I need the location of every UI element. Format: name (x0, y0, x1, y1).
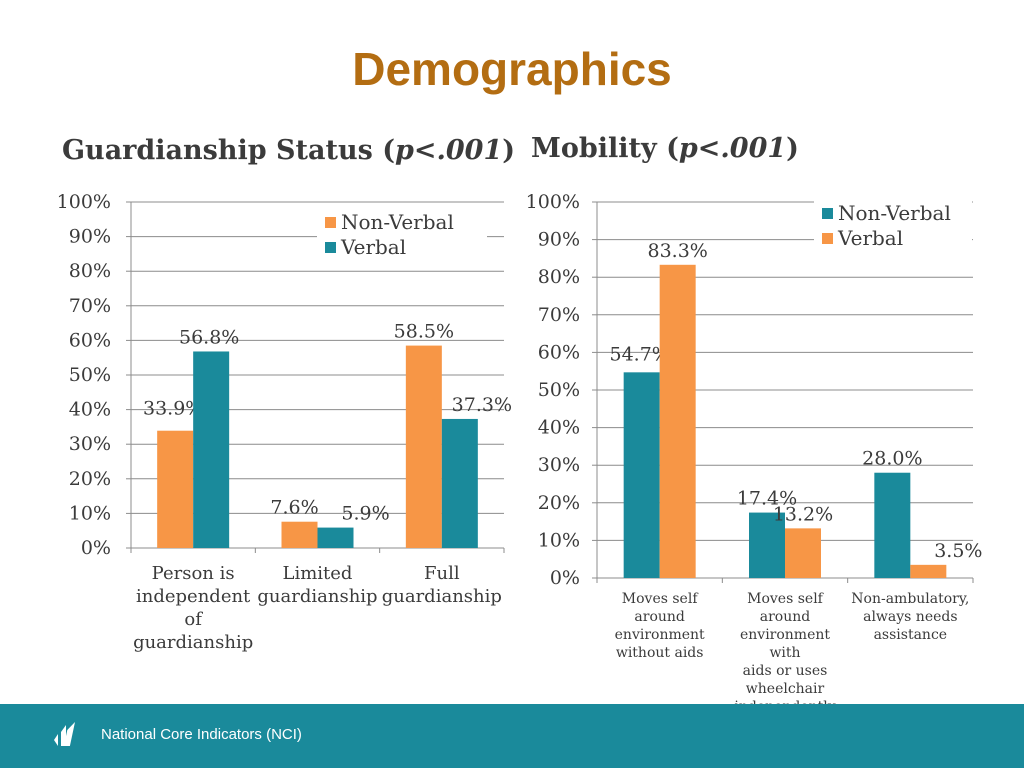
mobility-title-pvalue: p<.001 (678, 133, 787, 164)
legend-label: Verbal (837, 226, 903, 250)
y-tick-label: 90% (538, 229, 580, 251)
bar (910, 564, 947, 578)
bar (785, 528, 821, 578)
mobility-title-close: ) (786, 133, 799, 164)
x-category-label: Non-ambulatory, always needs assistance (848, 590, 972, 644)
bar (281, 521, 318, 548)
legend-background (814, 199, 972, 247)
legend-swatch (822, 208, 833, 219)
y-tick-label: 50% (69, 364, 111, 386)
page-title: Demographics (352, 43, 672, 95)
x-category-label: Moves self around environment with aids or… (723, 590, 847, 716)
y-tick-label: 60% (69, 329, 111, 351)
x-category-label-line: assistance (873, 627, 948, 643)
y-tick-label: 0% (550, 567, 580, 589)
guardianship-title-text: Guardianship Status ( (62, 135, 395, 166)
x-category-label-line: without aids (615, 645, 704, 661)
x-category-label: Person is independent of guardianship (132, 562, 254, 654)
legend-swatch (822, 233, 833, 244)
x-category-label-line: Person is (151, 563, 235, 584)
bar (157, 430, 194, 548)
bar (405, 345, 442, 548)
x-category-label-line: always needs (863, 609, 958, 625)
bar (317, 527, 354, 548)
data-label: 7.6% (270, 497, 318, 519)
y-tick-label: 100% (526, 191, 580, 213)
data-label: 5.9% (341, 503, 389, 525)
bar (193, 351, 230, 548)
footer-bar: National Core Indicators (NCI) (0, 704, 1024, 768)
x-category-label-line: guardianship (381, 586, 502, 607)
legend-swatch (325, 242, 336, 253)
guardianship-title-close: ) (502, 135, 516, 166)
bar (874, 472, 911, 578)
nci-logo-icon (54, 722, 75, 746)
mobility-chart-title: Mobility (p<.001) (531, 133, 799, 164)
y-tick-label: 80% (538, 266, 580, 288)
x-category-label-line: Full (424, 563, 460, 584)
x-category-label-line: Non-ambulatory, (851, 591, 970, 607)
y-tick-label: 30% (538, 454, 580, 476)
footer-text: National Core Indicators (NCI) (101, 726, 302, 743)
bar (659, 264, 696, 578)
x-category-label-line: environment (614, 627, 705, 643)
x-category-label: Full guardianship (381, 562, 503, 608)
y-tick-label: 10% (538, 529, 580, 551)
y-tick-label: 0% (81, 537, 111, 559)
legend-background (317, 208, 487, 256)
data-label: 13.2% (773, 503, 833, 525)
data-label: 3.5% (934, 540, 982, 562)
y-tick-label: 20% (69, 468, 111, 490)
y-tick-label: 40% (538, 417, 580, 439)
y-tick-label: 100% (57, 191, 111, 213)
x-category-label-line: guardianship (133, 632, 254, 653)
y-tick-label: 60% (538, 341, 580, 363)
guardianship-title-pvalue: p<.001 (394, 135, 503, 166)
guardianship-chart-title: Guardianship Status (p<.001) (62, 135, 515, 166)
y-tick-label: 10% (69, 502, 111, 524)
data-label: 58.5% (394, 321, 454, 343)
x-category-label-line: environment with (739, 627, 831, 661)
x-category-label-line: wheelchair (745, 681, 825, 697)
guardianship-chart: 0% 10% 20% 30% 40% 50% 60% 70% 80% 90% 100% 33.9% 7.… (57, 191, 512, 559)
legend-label: Non-Verbal (341, 210, 454, 234)
y-tick-label: 40% (69, 399, 111, 421)
bar (623, 372, 660, 578)
data-label: 54.7% (609, 343, 669, 365)
mobility-title-text: Mobility ( (531, 133, 679, 164)
data-label: 56.8% (179, 326, 239, 348)
x-category-label-line: aids or uses (742, 663, 828, 679)
x-category-label-line: Limited (282, 563, 353, 584)
legend-label: Non-Verbal (838, 201, 951, 225)
x-category-label-line: Moves self around (747, 591, 823, 625)
y-tick-label: 50% (538, 379, 580, 401)
data-label: 83.3% (647, 240, 707, 262)
data-label: 17.4% (737, 488, 797, 510)
x-category-label-line: Moves self around (621, 591, 698, 625)
y-tick-label: 70% (69, 295, 111, 317)
y-tick-label: 30% (69, 433, 111, 455)
x-category-label: Limited guardianship (257, 562, 379, 608)
y-tick-label: 20% (538, 492, 580, 514)
legend-label: Verbal (340, 235, 406, 259)
data-label: 37.3% (452, 394, 512, 416)
y-tick-label: 70% (538, 304, 580, 326)
y-tick-label: 90% (69, 226, 111, 248)
data-label: 33.9% (143, 398, 203, 420)
x-category-label-line: independent (136, 586, 251, 607)
data-label: 28.0% (862, 448, 922, 470)
bar (749, 512, 785, 578)
mobility-chart: 0% 10% 20% 30% 40% 50% 60% 70% 80% 90% 100% 54.7% 17… (526, 191, 983, 589)
x-category-label-line: guardianship (257, 586, 378, 607)
y-tick-label: 80% (69, 260, 111, 282)
x-category-label: Moves self around environment without aids (598, 590, 722, 662)
x-category-label-line: of (184, 609, 202, 630)
bar (441, 418, 478, 548)
legend-swatch (325, 217, 336, 228)
